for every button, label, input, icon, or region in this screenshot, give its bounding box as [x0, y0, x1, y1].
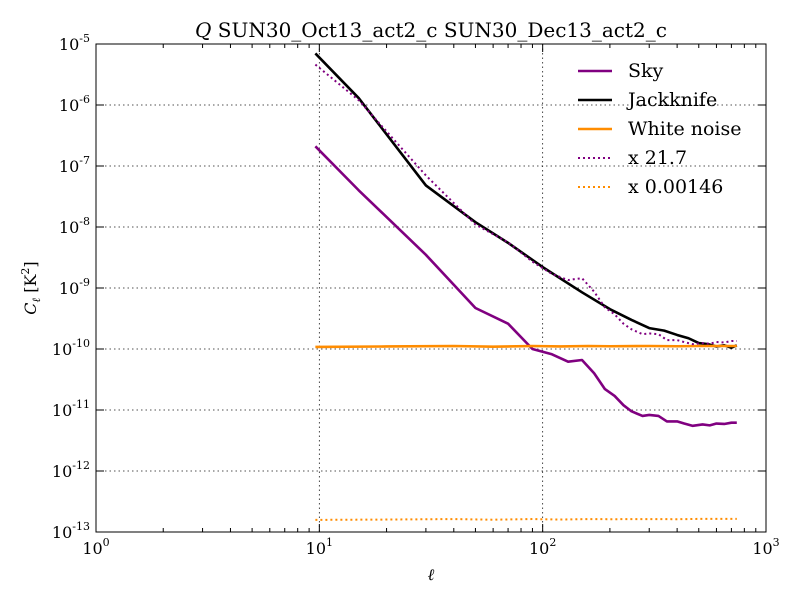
title-rest: SUN30_Oct13_act2_c SUN30_Dec13_act2_c [211, 18, 667, 42]
y-tick-label: 10-9 [59, 276, 90, 298]
series-line-3 [314, 63, 737, 346]
legend-label-1: Jackknife [626, 89, 717, 111]
y-tick-label: 10-6 [59, 93, 90, 115]
legend-label-2: White noise [628, 118, 742, 140]
series-line-0 [314, 145, 737, 428]
series-lines [314, 52, 738, 521]
legend-label-4: x 0.00146 [628, 176, 723, 198]
y-axis-label-main: C [21, 302, 40, 314]
legend-label-3: x 21.7 [628, 147, 687, 169]
legend: Sky Jackknife White noise x 21.7 x 0.00146 [578, 60, 742, 198]
x-tick-label: 101 [306, 536, 333, 558]
y-tick-label: 10-5 [59, 32, 90, 54]
y-tick-label: 10-13 [52, 520, 90, 542]
y-tick-label: 10-11 [52, 398, 90, 420]
y-axis-label-unit-close: ] [21, 261, 40, 267]
y-axis-label-unit-sup: 2 [19, 268, 32, 275]
y-axis-label-unit: [K [21, 274, 40, 298]
y-axis-label: Cℓ [K2] [19, 261, 43, 314]
x-axis-label: ℓ [428, 565, 435, 584]
y-tick-label: 10-8 [59, 215, 90, 237]
legend-label-0: Sky [628, 60, 664, 82]
y-tick-label: 10-7 [59, 154, 90, 176]
series-line-4 [315, 517, 737, 521]
title-italic-q: Q [195, 18, 211, 42]
x-tick-label: 100 [82, 536, 109, 558]
y-axis-label-sub: ℓ [30, 297, 43, 302]
grid-lines [96, 44, 766, 532]
x-tick-label: 103 [752, 536, 779, 558]
y-tick-label: 10-12 [52, 459, 90, 481]
axis-ticks [95, 43, 767, 533]
series-line-2 [315, 344, 737, 349]
y-tick-label: 10-10 [52, 337, 90, 359]
axis-tick-labels: 100 101 102 103 10-13 10-12 10-11 10-10 10-9 10-8… [52, 32, 780, 558]
chart-title: Q SUN30_Oct13_act2_c SUN30_Dec13_act2_c [195, 18, 667, 42]
x-tick-label: 102 [529, 536, 556, 558]
